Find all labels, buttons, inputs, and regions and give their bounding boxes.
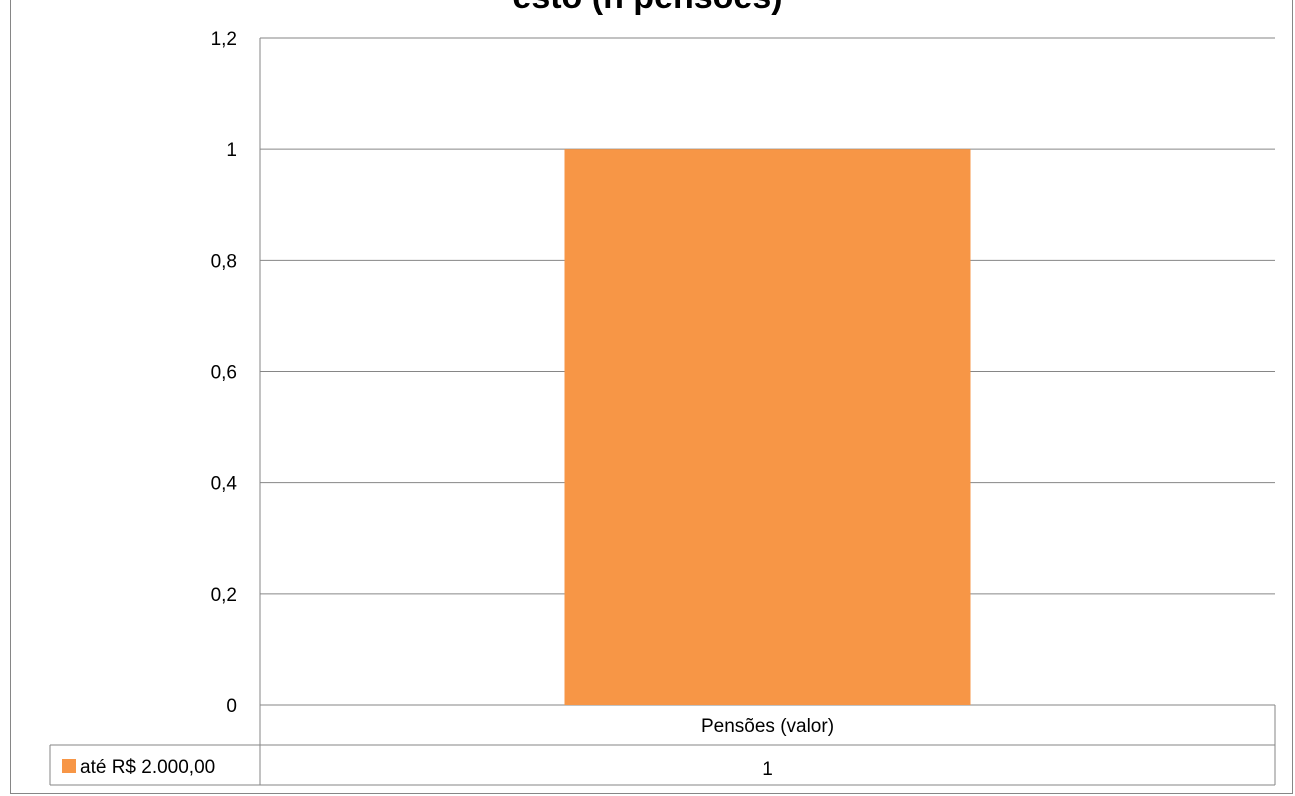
y-tick-label: 0,8 [211, 251, 237, 272]
legend-swatch [62, 759, 76, 773]
category-label: Pensões (valor) [701, 716, 834, 737]
y-tick-label: 0,2 [211, 585, 237, 606]
chart-title: esto (n pensões) [0, 0, 1295, 17]
y-tick-label: 0,6 [211, 363, 237, 384]
bar [564, 149, 971, 705]
data-table-value: 1 [762, 759, 773, 780]
y-tick-label: 0 [226, 696, 237, 717]
legend-label: até R$ 2.000,00 [80, 757, 215, 778]
y-tick-label: 0,4 [211, 474, 238, 495]
y-tick-label: 1 [226, 140, 237, 161]
y-tick-label: 1,2 [211, 29, 237, 50]
chart-frame [10, 0, 1293, 794]
